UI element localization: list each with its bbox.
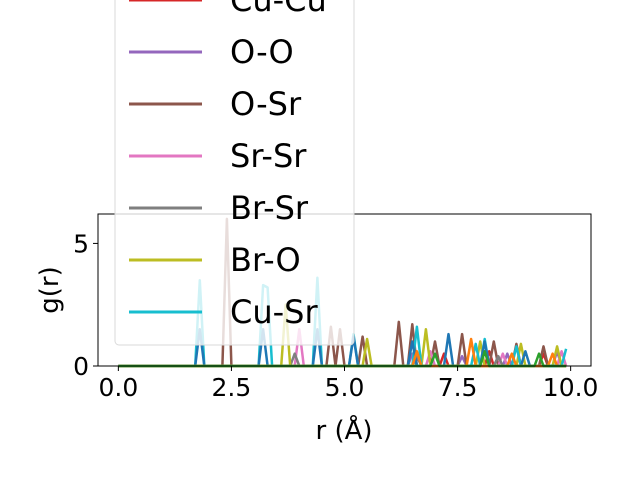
x-tick-label: 2.5 <box>212 373 252 402</box>
y-tick-label: 5 <box>73 229 89 258</box>
x-tick-label: 5.0 <box>325 373 365 402</box>
x-tick-label: 7.5 <box>438 373 478 402</box>
legend-entry-label: Cu-Sr <box>230 293 318 331</box>
legend-entry-label: Br-Sr <box>230 189 309 227</box>
x-axis-label: r (Å) <box>315 414 372 446</box>
legend-entry-label: Sr-Sr <box>230 137 307 175</box>
x-tick-label: 0.0 <box>98 373 138 402</box>
x-tick-label: 10.0 <box>543 373 599 402</box>
legend-entry-label: O-O <box>230 33 294 71</box>
legend-entry-label: O-Sr <box>230 85 302 123</box>
legend-entry-label: Br-O <box>230 241 301 279</box>
y-tick-label: 0 <box>73 352 89 381</box>
y-axis-label: g(r) <box>35 266 65 313</box>
legend-entry-label: Cu-Cu <box>230 0 327 19</box>
tick-layer: 0.0 2.5 5.0 7.5 10.0 0 5 <box>73 229 598 402</box>
legend: Cu-Cu O-O O-Sr Sr-Sr Br-Sr Br-O Cu-Sr <box>114 0 355 346</box>
